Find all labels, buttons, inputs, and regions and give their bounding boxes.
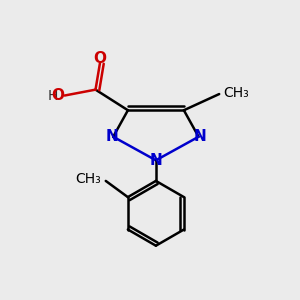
Text: N: N bbox=[194, 129, 206, 144]
Text: N: N bbox=[149, 153, 162, 168]
Text: O: O bbox=[51, 88, 64, 103]
Text: O: O bbox=[93, 51, 106, 66]
Text: N: N bbox=[105, 129, 118, 144]
Text: H: H bbox=[48, 88, 58, 103]
Text: CH₃: CH₃ bbox=[76, 172, 101, 186]
Text: CH₃: CH₃ bbox=[224, 85, 249, 100]
